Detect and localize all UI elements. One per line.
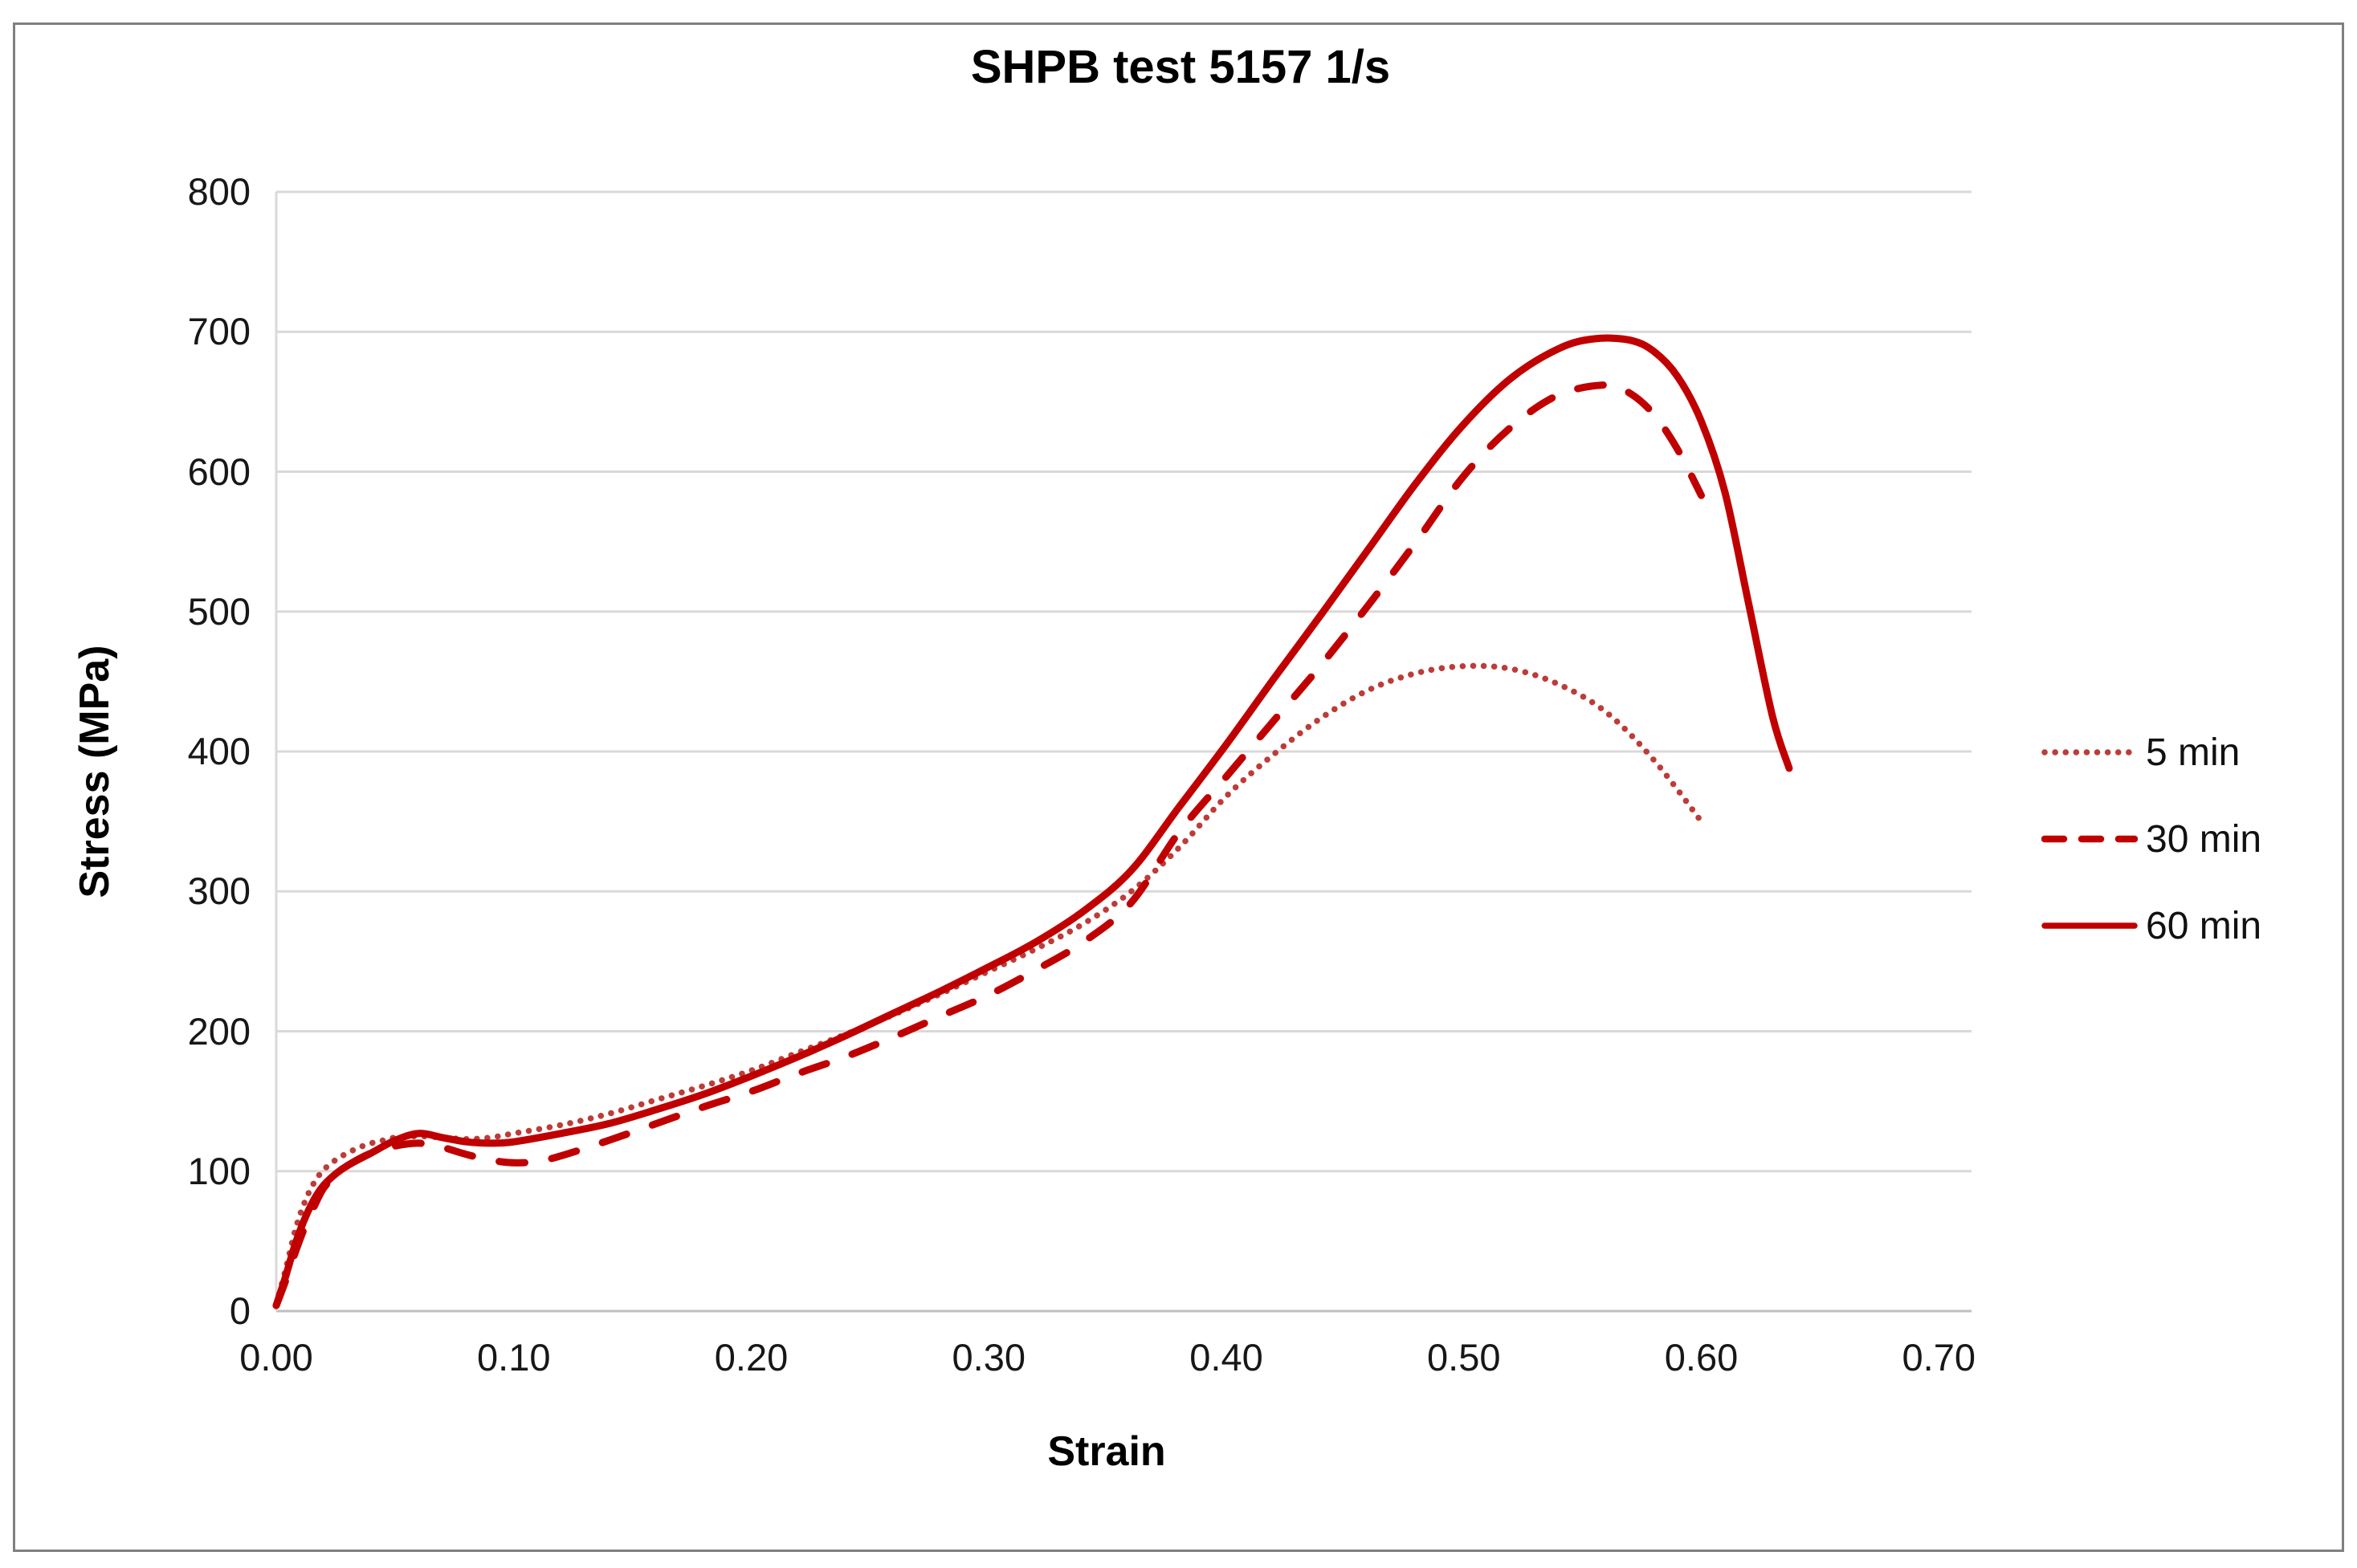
legend-item-60-min: 60 min: [2041, 901, 2261, 951]
legend-item-30-min: 30 min: [2041, 814, 2261, 864]
series-path-5-min: [273, 662, 1705, 1308]
legend-line-sample: [2041, 922, 2138, 929]
x-tick-label: 0.60: [1664, 1336, 1739, 1379]
x-tick-label: 0.20: [714, 1336, 789, 1379]
chart-title: SHPB test 5157 1/s: [970, 41, 1391, 93]
x-tick-label: 0.70: [1902, 1336, 1976, 1379]
x-axis-title: Strain: [1047, 1428, 1166, 1475]
legend-label: 30 min: [2146, 817, 2262, 861]
y-tick-label: 800: [187, 170, 251, 213]
y-tick-label: 700: [187, 310, 251, 353]
x-tick-label: 0.40: [1189, 1336, 1263, 1379]
y-tick-label: 300: [187, 870, 251, 913]
y-tick-label: 600: [187, 450, 251, 493]
y-tick-label: 200: [187, 1009, 251, 1053]
y-tick-label: 100: [187, 1149, 251, 1192]
x-tick-label: 0.10: [477, 1336, 551, 1379]
x-tick-label: 0.00: [239, 1336, 313, 1379]
series-path-60-min: [272, 334, 1793, 1309]
y-tick-label: 500: [187, 589, 251, 633]
legend-item-5-min: 5 min: [2041, 727, 2240, 777]
legend-label: 5 min: [2146, 731, 2241, 774]
x-tick-label: 0.30: [952, 1336, 1026, 1379]
y-tick-label: 400: [187, 730, 251, 772]
y-axis-title: Stress (MPa): [71, 645, 118, 898]
legend-line-sample: [2041, 749, 2138, 755]
x-tick-label: 0.50: [1427, 1336, 1501, 1379]
series-path-30-min: [272, 381, 1705, 1309]
legend-label: 60 min: [2146, 904, 2262, 947]
legend-line-sample: [2041, 835, 2138, 843]
y-tick-label: 0: [229, 1289, 251, 1332]
